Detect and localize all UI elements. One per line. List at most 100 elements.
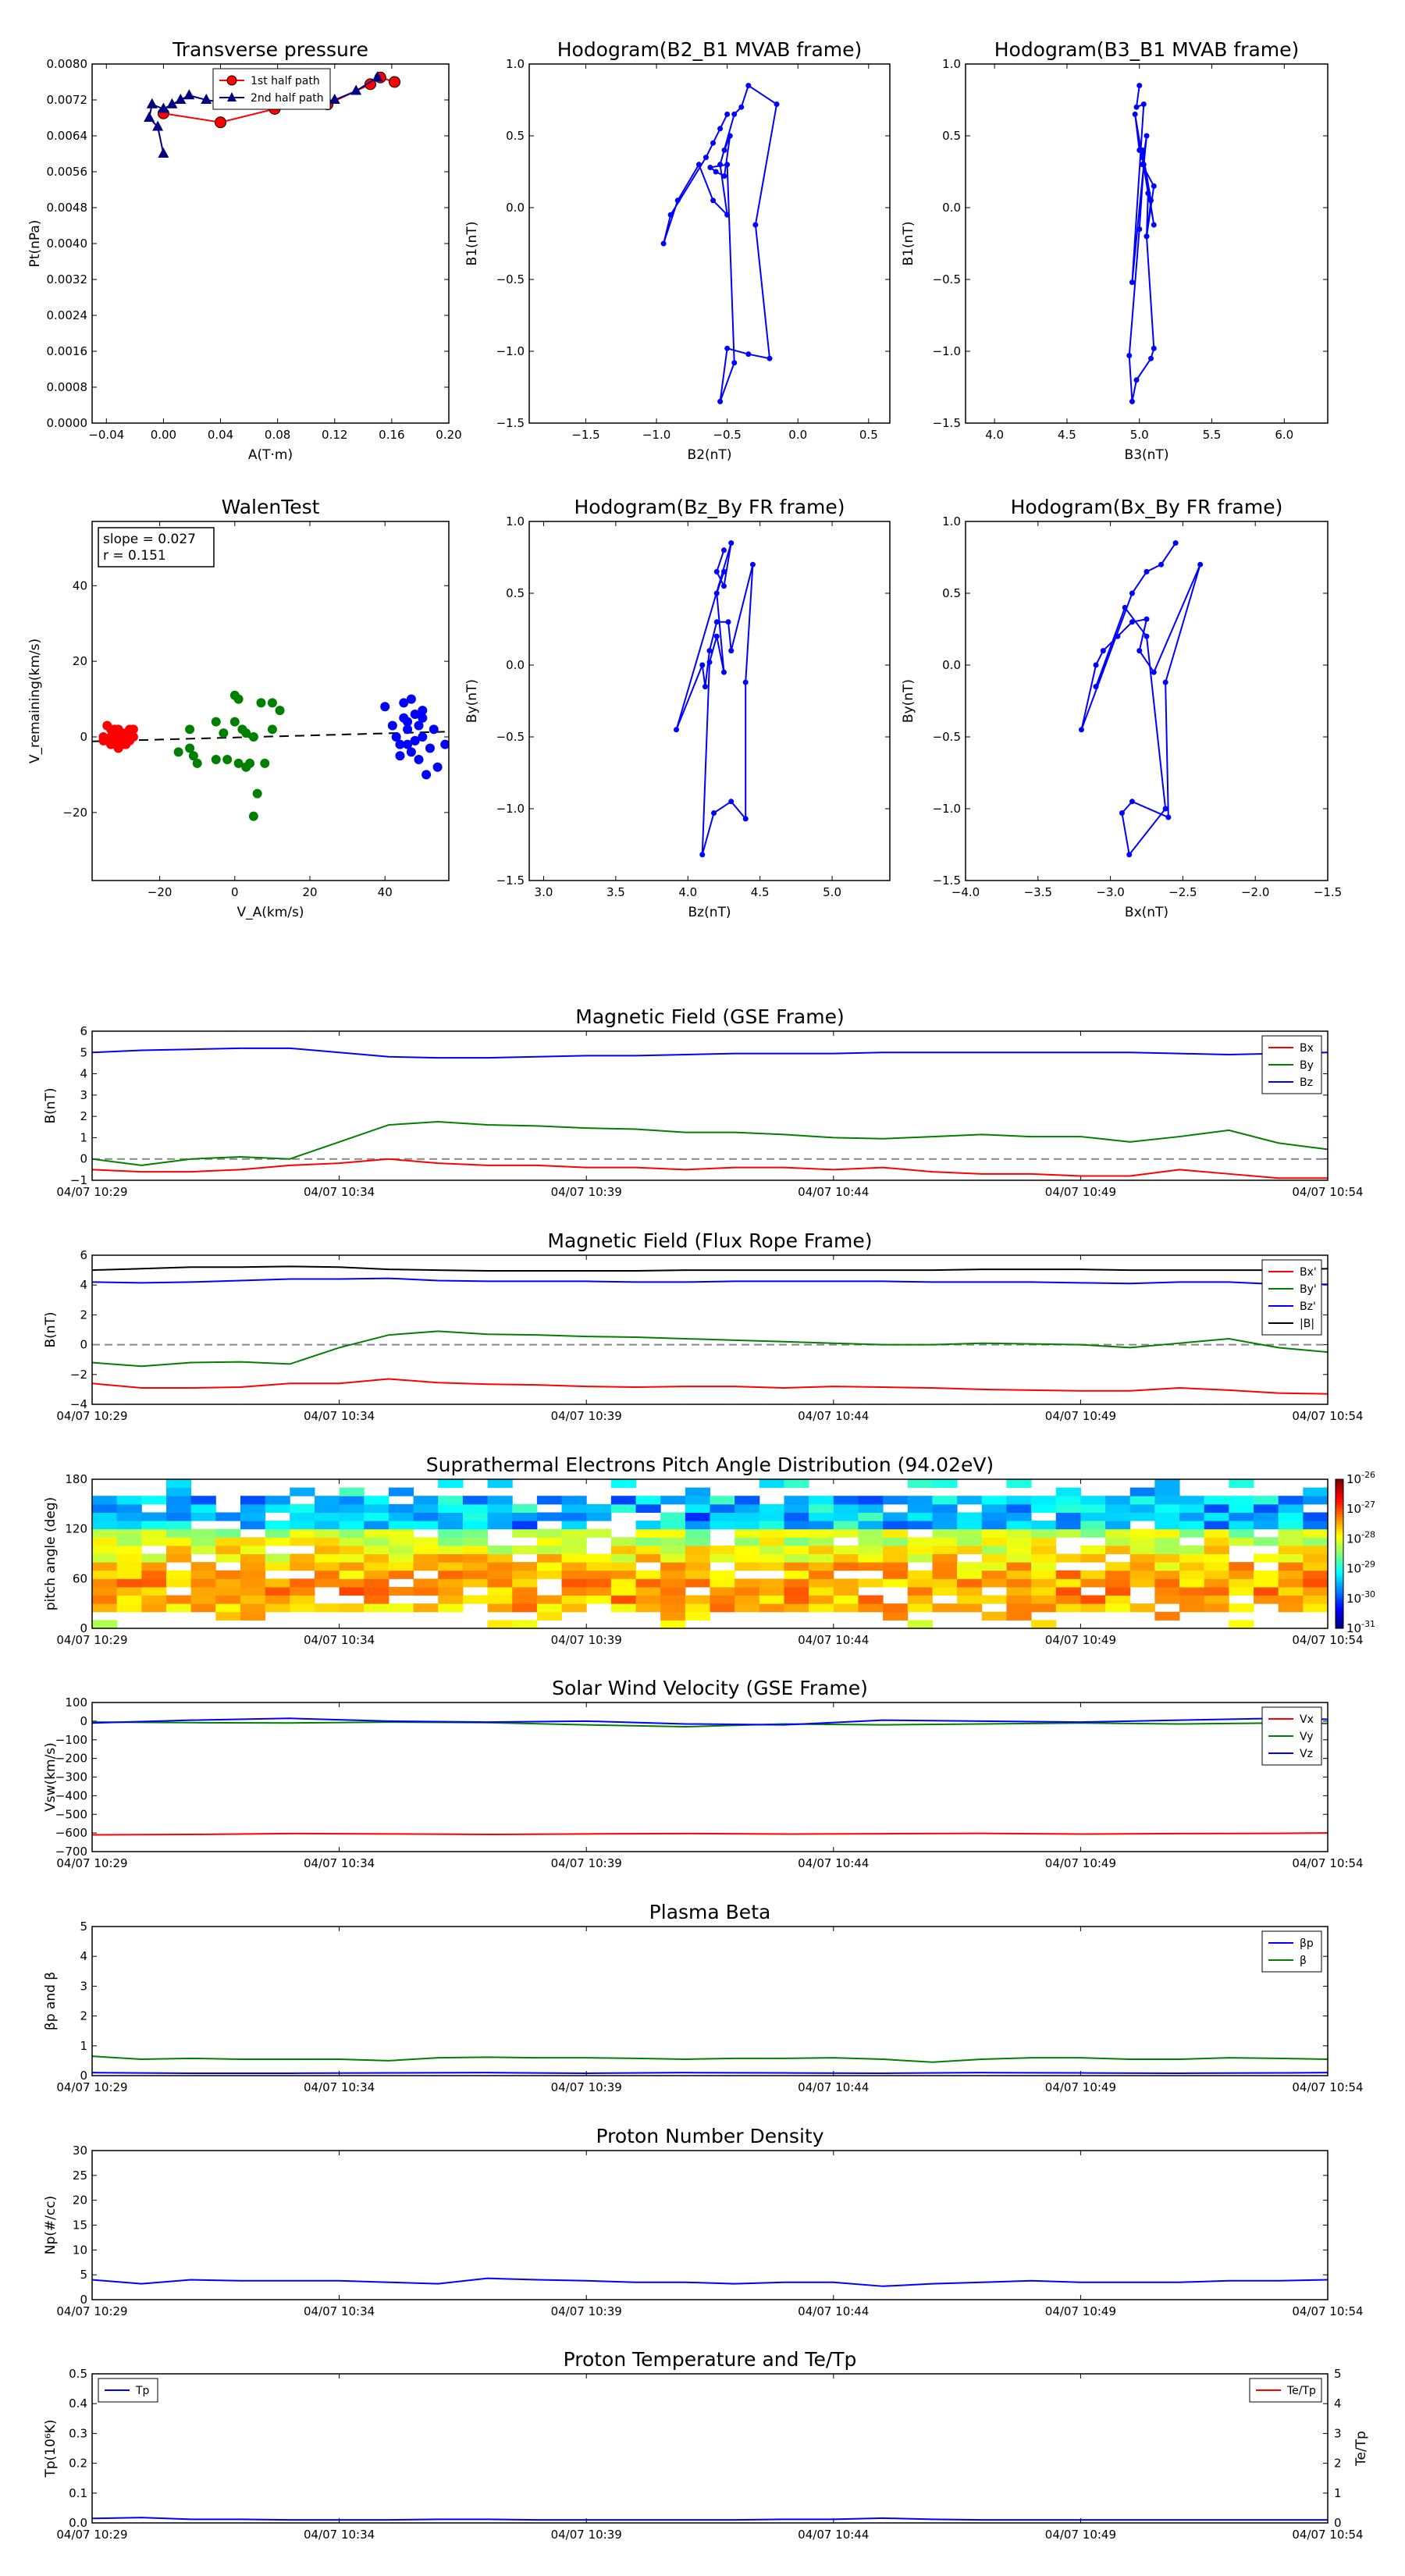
heatmap-cell bbox=[165, 1570, 192, 1579]
heatmap-cell bbox=[1055, 1521, 1081, 1530]
plot-frame bbox=[91, 1254, 1329, 1405]
y-tick-label: 30 bbox=[73, 2144, 87, 2158]
heatmap-cell bbox=[981, 1512, 1007, 1521]
x-tick-label: 04/07 10:54 bbox=[1292, 2528, 1363, 2542]
data-point bbox=[1136, 648, 1143, 654]
x-tick-label: 0.04 bbox=[208, 428, 233, 442]
heatmap-cell bbox=[1006, 1595, 1032, 1604]
chart-title: Magnetic Field (Flux Rope Frame) bbox=[547, 1229, 872, 1252]
colorbar-tick-label: 10-31 bbox=[1346, 1619, 1375, 1635]
heatmap-cell bbox=[413, 1545, 439, 1554]
y-axis-label: B1(nT) bbox=[901, 222, 916, 266]
colorbar-tick-exponent: -28 bbox=[1361, 1529, 1375, 1539]
heatmap-cell bbox=[240, 1595, 266, 1604]
x-tick-label: 04/07 10:39 bbox=[551, 2080, 622, 2094]
data-point bbox=[106, 732, 116, 742]
y-tick-label: 0 bbox=[80, 1621, 87, 1635]
heatmap-cell bbox=[1006, 1537, 1032, 1546]
heatmap-cell bbox=[1105, 1528, 1131, 1538]
heatmap-cell bbox=[561, 1528, 587, 1538]
chart-mag_fr: Magnetic Field (Flux Rope Frame) 04/07 10… bbox=[43, 1229, 1364, 1423]
data-point bbox=[364, 78, 376, 91]
heatmap-cell bbox=[438, 1570, 464, 1579]
data-point bbox=[233, 694, 244, 704]
heatmap-cell bbox=[265, 1521, 290, 1530]
heatmap-cell bbox=[314, 1537, 340, 1546]
data-point bbox=[418, 713, 428, 723]
heatmap-cell bbox=[141, 1496, 167, 1505]
data-point bbox=[1126, 353, 1133, 359]
data-point bbox=[173, 747, 183, 757]
heatmap-cell bbox=[92, 1553, 118, 1563]
data-point bbox=[728, 799, 735, 805]
heatmap-cell bbox=[141, 1528, 167, 1538]
data-point bbox=[152, 120, 164, 131]
annotation-text: slope = 0.027 bbox=[103, 532, 196, 547]
heatmap-cell bbox=[1154, 1611, 1180, 1621]
heatmap-cell bbox=[1154, 1479, 1180, 1489]
heatmap-cell bbox=[784, 1570, 809, 1579]
heatmap-cell bbox=[907, 1570, 933, 1579]
data-point bbox=[175, 94, 187, 104]
colorbar-cell bbox=[1336, 1566, 1343, 1570]
heatmap-cell bbox=[512, 1512, 538, 1521]
heatmap-cell bbox=[364, 1586, 389, 1596]
heatmap-cell bbox=[833, 1503, 859, 1513]
heatmap-cell bbox=[1179, 1528, 1205, 1538]
heatmap-cell bbox=[735, 1595, 760, 1604]
data-point bbox=[1148, 197, 1154, 204]
heatmap-cell bbox=[1204, 1545, 1229, 1554]
legend-label: Bz bbox=[1300, 1076, 1313, 1089]
heatmap-cell bbox=[388, 1545, 414, 1554]
heatmap-cell bbox=[610, 1503, 637, 1513]
data-point bbox=[429, 724, 439, 735]
heatmap-cell bbox=[190, 1496, 216, 1505]
heatmap-cell bbox=[1278, 1595, 1304, 1604]
colorbar-cell bbox=[1336, 1556, 1343, 1560]
colorbar-cell bbox=[1336, 1549, 1343, 1552]
data-point bbox=[1129, 590, 1135, 596]
chart-title: Hodogram(Bx_By FR frame) bbox=[1011, 496, 1283, 518]
data-point bbox=[158, 102, 169, 113]
heatmap-cell bbox=[784, 1512, 809, 1521]
heatmap-cell bbox=[487, 1620, 513, 1629]
heatmap-cell bbox=[240, 1611, 266, 1621]
heatmap-cell bbox=[1303, 1512, 1329, 1521]
heatmap-cell bbox=[339, 1570, 365, 1579]
heatmap-cell bbox=[290, 1503, 315, 1513]
heatmap-cell bbox=[833, 1578, 859, 1588]
heatmap-cell bbox=[1006, 1521, 1032, 1530]
heatmap-cell bbox=[512, 1503, 538, 1513]
data-point bbox=[1133, 377, 1140, 383]
y-tick-label: 0 bbox=[80, 2293, 87, 2307]
heatmap-cell bbox=[932, 1537, 958, 1546]
y-tick-label: 15 bbox=[73, 2218, 87, 2233]
series-line-Bz' bbox=[92, 1277, 1328, 1286]
colorbar-cell bbox=[1336, 1623, 1343, 1627]
data-point bbox=[711, 810, 717, 817]
data-point bbox=[144, 112, 155, 122]
heatmap-cell bbox=[735, 1603, 760, 1613]
series-line-Bx bbox=[92, 1158, 1328, 1179]
heatmap-cell bbox=[1031, 1545, 1057, 1554]
data-point bbox=[188, 751, 198, 761]
data-point bbox=[713, 619, 720, 625]
heatmap-cell bbox=[1278, 1578, 1304, 1588]
heatmap-cell bbox=[190, 1512, 216, 1521]
data-point bbox=[713, 633, 720, 639]
colorbar-cell bbox=[1336, 1576, 1343, 1579]
data-point bbox=[372, 71, 383, 82]
heatmap-cell bbox=[314, 1603, 340, 1613]
colorbar-cell bbox=[1336, 1551, 1343, 1554]
heatmap-cell bbox=[487, 1503, 513, 1513]
colorbar-cell bbox=[1336, 1561, 1343, 1564]
heatmap-cell bbox=[957, 1545, 983, 1554]
colorbar-cell bbox=[1336, 1491, 1343, 1495]
x-tick-label: 04/07 10:49 bbox=[1045, 2528, 1116, 2542]
x-tick-label: 04/07 10:39 bbox=[551, 2304, 622, 2318]
heatmap-cell bbox=[512, 1528, 538, 1538]
heatmap-cell bbox=[957, 1570, 983, 1579]
heatmap-cell bbox=[1303, 1586, 1329, 1596]
chart-title: Magnetic Field (GSE Frame) bbox=[575, 1005, 844, 1028]
heatmap-cell bbox=[1154, 1537, 1180, 1546]
